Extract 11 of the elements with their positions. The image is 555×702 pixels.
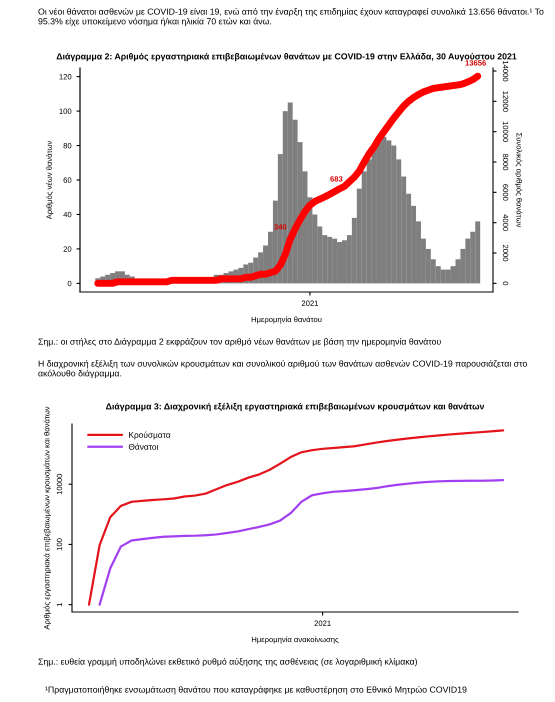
legend-label: Κρούσματα xyxy=(129,432,170,440)
text: Σημ.: ευθεία γραμμή υποδηλώνει εκθετικό ρυθμό αύξησης της ασθένειας (σε λογαριθμική κλίμακα) xyxy=(38,658,417,666)
chart-title: Διάγραμμα 3: Διαχρονική εξέλιξη εργαστηριακά επιβεβαιωμένων κρουσμάτων και θανάτων xyxy=(106,402,484,412)
text: Σημ.: οι στήλες στο Διάγραμμα 2 εκφράζουν τον αριθμό νέων θανάτων με βάση την ημερομηνία θανάτου xyxy=(38,338,441,346)
line-series xyxy=(88,429,504,606)
legend-label: Θάνατοι xyxy=(128,443,158,450)
line-series xyxy=(98,479,504,606)
chart-title: Διάγραμμα 2: Αριθμός εργαστηριακά επιβεβαιωμένων θανάτων με COVID-19 στην Ελλάδα, 30 Αυγούστου 2021 xyxy=(56,52,516,62)
text: Οι νέοι θάνατοι ασθενών με COVID-19 είναι 19, ενώ από την έναρξη της επιδημίας έχουν καταγραφεί συνολικά 13.656 θάνατοι.¹ Το 95.3% είχε υποκείμενο νόσημα ή/και ηλικία 70 ετών και άνω. xyxy=(38,8,544,26)
text: Η διαχρονική εξέλιξη των συνολικών κρουσμάτων και συνολικού αριθμού των θανάτων ασθενών COVID-19 παρουσιάζεται στο ακόλουθο διάγραμμα. xyxy=(38,360,527,378)
text: ¹Πραγματοποιήθηκε ενσωμάτωση θανάτου που καταγράφηκε με καθυστέρηση στο Εθνικό Μητρώο COVID19 xyxy=(45,686,466,694)
